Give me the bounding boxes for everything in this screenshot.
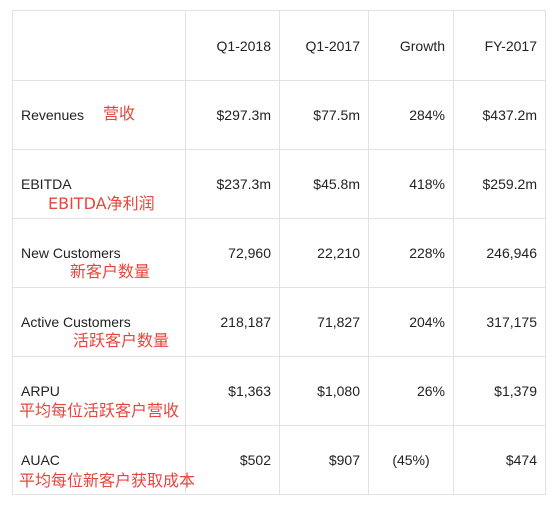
table-header-row: Q1-2018 Q1-2017 Growth FY-2017 xyxy=(12,10,546,81)
cell-growth: (45%) xyxy=(368,425,454,495)
row-annotation: 新客户数量 xyxy=(70,262,151,281)
row-label: New Customers xyxy=(21,245,121,261)
table-row-arpu: ARPU 平均每位活跃客户营收 $1,363 $1,080 26% $1,379 xyxy=(12,356,546,426)
row-annotation: 营收 xyxy=(103,104,136,123)
cell-q1-2018: $502 xyxy=(185,425,280,495)
cell-q1-2018: 72,960 xyxy=(185,218,280,288)
cell-q1-2018: $297.3m xyxy=(185,80,280,150)
row-label-cell: New Customers 新客户数量 xyxy=(12,218,186,288)
header-cell-fy-2017: FY-2017 xyxy=(453,10,546,81)
cell-q1-2017: $907 xyxy=(279,425,369,495)
cell-q1-2017: $77.5m xyxy=(279,80,369,150)
table-row-ebitda: EBITDA EBITDA净利润 $237.3m $45.8m 418% $25… xyxy=(12,149,546,219)
cell-fy-2017: 317,175 xyxy=(453,287,546,357)
row-label: Active Customers xyxy=(21,314,131,330)
row-annotation: 活跃客户数量 xyxy=(73,331,170,350)
cell-fy-2017: $1,379 xyxy=(453,356,546,426)
cell-q1-2017: $45.8m xyxy=(279,149,369,219)
cell-growth: 418% xyxy=(368,149,454,219)
metrics-table-container: Q1-2018 Q1-2017 Growth FY-2017 Revenues … xyxy=(12,10,546,504)
row-label-cell: EBITDA EBITDA净利润 xyxy=(12,149,186,219)
cell-growth: 204% xyxy=(368,287,454,357)
metrics-table: Q1-2018 Q1-2017 Growth FY-2017 Revenues … xyxy=(12,10,546,495)
header-cell-q1-2018: Q1-2018 xyxy=(185,10,280,81)
header-cell-label xyxy=(12,10,186,81)
row-annotation: 平均每位活跃客户营收 xyxy=(19,401,180,420)
cell-growth: 26% xyxy=(368,356,454,426)
row-label: AUAC xyxy=(21,452,60,468)
cell-growth: 228% xyxy=(368,218,454,288)
row-label-cell: Revenues 营收 xyxy=(12,80,186,150)
row-label-cell: ARPU 平均每位活跃客户营收 xyxy=(12,356,186,426)
header-cell-growth: Growth xyxy=(368,10,454,81)
table-row-new-customers: New Customers 新客户数量 72,960 22,210 228% 2… xyxy=(12,218,546,288)
row-label: Revenues xyxy=(21,107,85,123)
cell-fy-2017: $437.2m xyxy=(453,80,546,150)
row-label: ARPU xyxy=(21,383,60,399)
table-row-active-customers: Active Customers 活跃客户数量 218,187 71,827 2… xyxy=(12,287,546,357)
cell-q1-2018: $237.3m xyxy=(185,149,280,219)
row-annotation: EBITDA净利润 xyxy=(48,194,155,213)
table-row-auac: AUAC 平均每位新客户获取成本 $502 $907 (45%) $474 xyxy=(12,425,546,495)
cell-q1-2018: 218,187 xyxy=(185,287,280,357)
cell-q1-2017: $1,080 xyxy=(279,356,369,426)
row-annotation: 平均每位新客户获取成本 xyxy=(19,471,196,490)
cell-growth: 284% xyxy=(368,80,454,150)
cell-fy-2017: $474 xyxy=(453,425,546,495)
header-cell-q1-2017: Q1-2017 xyxy=(279,10,369,81)
cell-fy-2017: 246,946 xyxy=(453,218,546,288)
row-label-cell: AUAC 平均每位新客户获取成本 xyxy=(12,425,195,495)
row-label-cell: Active Customers 活跃客户数量 xyxy=(12,287,186,357)
row-label: EBITDA xyxy=(21,176,72,192)
cell-q1-2017: 71,827 xyxy=(279,287,369,357)
cell-q1-2017: 22,210 xyxy=(279,218,369,288)
cell-q1-2018: $1,363 xyxy=(185,356,280,426)
cell-fy-2017: $259.2m xyxy=(453,149,546,219)
table-row-revenues: Revenues 营收 $297.3m $77.5m 284% $437.2m xyxy=(12,80,546,150)
